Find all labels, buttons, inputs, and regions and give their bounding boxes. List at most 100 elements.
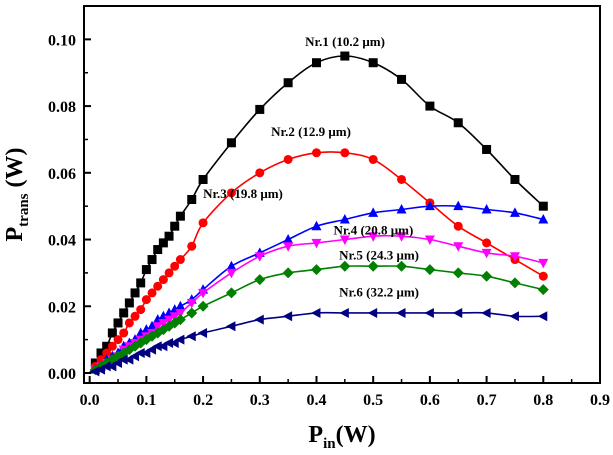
series-6-point bbox=[163, 337, 174, 348]
series-5-point bbox=[509, 277, 521, 289]
series-6-point bbox=[339, 307, 349, 318]
series-6-point bbox=[367, 307, 378, 318]
series-5-point bbox=[186, 307, 198, 319]
series-2-point bbox=[136, 305, 146, 315]
series-3-point bbox=[453, 200, 464, 211]
series-2-point bbox=[538, 271, 548, 281]
series-2-point bbox=[130, 311, 140, 321]
series-4-point bbox=[169, 312, 180, 322]
axes-layer: 0.0 0.1 0.2 0.3 0.4 0.5 0.6 0.7 0.8 0.9 0.00 0.02 0.… bbox=[48, 32, 610, 409]
series-6-point bbox=[101, 361, 111, 372]
series-2-point bbox=[175, 255, 185, 265]
series-6-point bbox=[118, 354, 128, 365]
series-4-point bbox=[368, 232, 379, 242]
series-1-point bbox=[158, 238, 168, 248]
x-tick-label: 0.9 bbox=[590, 392, 610, 409]
series-1-point bbox=[124, 298, 134, 308]
series-3-point bbox=[175, 300, 186, 311]
series-5-point bbox=[537, 284, 549, 296]
series-1-point bbox=[453, 118, 463, 128]
series-2-point bbox=[340, 148, 350, 158]
series-5-point bbox=[254, 274, 266, 286]
series-6-point bbox=[254, 314, 264, 325]
series-2-line bbox=[89, 151, 544, 374]
series-1-point bbox=[107, 328, 117, 338]
series-1-point bbox=[96, 348, 106, 358]
series-6 bbox=[89, 307, 548, 377]
series-5-point bbox=[481, 270, 493, 282]
series-6-point bbox=[106, 361, 117, 372]
series-1-point bbox=[425, 101, 435, 111]
series-3-point bbox=[424, 200, 435, 211]
x-tick-label: 0.4 bbox=[306, 392, 326, 409]
series-1-point bbox=[113, 318, 123, 328]
series-4-point bbox=[339, 235, 350, 246]
series-6-point bbox=[186, 331, 196, 342]
series-6-point bbox=[89, 366, 100, 377]
series-2-point bbox=[283, 154, 293, 164]
series-2-point bbox=[311, 148, 321, 158]
y-axis-title: Ptrans (W) bbox=[2, 148, 32, 242]
series-1 bbox=[88, 51, 548, 374]
x-tick-label: 0.7 bbox=[477, 392, 497, 409]
series-3-point bbox=[339, 214, 350, 224]
series-1-point bbox=[136, 278, 146, 288]
series-2-point bbox=[164, 268, 174, 278]
series-6-point bbox=[95, 364, 106, 375]
series-4-line bbox=[89, 234, 544, 374]
series-1-point bbox=[283, 78, 293, 88]
series-3-label: Nr.3 (19.8 μm) bbox=[203, 186, 283, 201]
series-5-point bbox=[424, 264, 436, 276]
x-tick-label: 0.8 bbox=[533, 392, 553, 409]
series-1-point bbox=[130, 288, 140, 298]
series-2-point bbox=[453, 221, 463, 231]
y-tick-label: 0.00 bbox=[48, 366, 76, 383]
x-tick-label: 0.3 bbox=[250, 392, 270, 409]
series-4-point bbox=[254, 252, 265, 262]
series-3-point bbox=[311, 220, 322, 231]
series-4-point bbox=[164, 315, 175, 326]
series-4-point bbox=[396, 232, 407, 242]
y-tick-label: 0.02 bbox=[48, 299, 76, 316]
series-4-point bbox=[158, 318, 169, 329]
series-6-point bbox=[310, 307, 321, 318]
series-2-point bbox=[119, 328, 129, 338]
series-6-point bbox=[452, 307, 463, 318]
series-1-label: Nr.1 (10.2 μm) bbox=[305, 34, 385, 49]
series-1-point bbox=[187, 195, 197, 205]
y-tick-label: 0.08 bbox=[48, 99, 76, 116]
series-4-point bbox=[283, 242, 294, 252]
series-6-point bbox=[282, 311, 293, 322]
series-6-point bbox=[146, 344, 157, 355]
series-1-point bbox=[311, 58, 321, 68]
series-2-point bbox=[113, 335, 123, 345]
series-3-point bbox=[226, 260, 237, 271]
series-1-point bbox=[510, 174, 520, 184]
x-axis-title-main: P bbox=[308, 422, 323, 448]
series-4-point bbox=[538, 258, 549, 269]
series-5-point bbox=[282, 267, 294, 279]
series-2-point bbox=[153, 281, 163, 291]
series-6-point bbox=[169, 337, 179, 348]
y-axis-title-main: P bbox=[2, 227, 28, 242]
x-tick-label: 0.5 bbox=[363, 392, 383, 409]
series-layer bbox=[88, 51, 549, 377]
series-2-point bbox=[147, 288, 157, 298]
series-2-point bbox=[226, 188, 236, 198]
series-5-label: Nr.5 (24.3 μm) bbox=[339, 248, 419, 263]
series-1-point bbox=[102, 341, 112, 351]
series-4-point bbox=[186, 298, 197, 309]
series-3-point bbox=[538, 214, 549, 224]
x-axis-title-unit: (W) bbox=[336, 422, 376, 448]
series-1-point bbox=[538, 201, 548, 211]
x-tick-label: 0.0 bbox=[80, 392, 100, 409]
series-2-point bbox=[198, 218, 208, 228]
series-1-point bbox=[255, 104, 265, 114]
series-2 bbox=[89, 148, 548, 374]
x-axis-title: Pin(W) bbox=[308, 422, 375, 450]
y-tick-label: 0.10 bbox=[48, 32, 76, 49]
series-4-label: Nr.4 (20.8 μm) bbox=[333, 223, 413, 238]
series-3-point bbox=[396, 204, 407, 214]
series-1-point bbox=[164, 231, 174, 241]
